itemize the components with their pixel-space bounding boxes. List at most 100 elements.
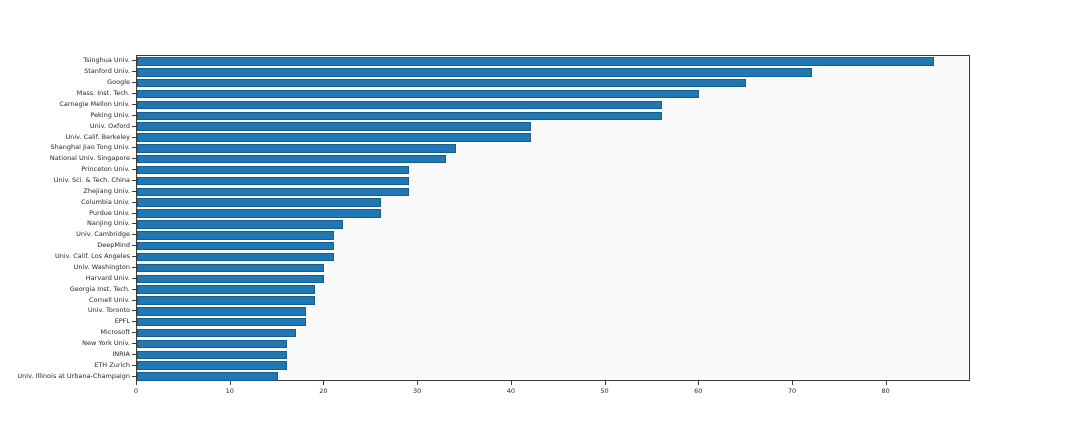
- y-axis-label: Princeton Univ.: [81, 165, 130, 174]
- y-axis-label: Univ. Cambridge: [76, 230, 130, 239]
- y-tick-mark: [132, 158, 136, 160]
- y-axis-label: Microsoft: [100, 328, 130, 337]
- y-tick-mark: [132, 245, 136, 247]
- y-tick-mark: [132, 114, 136, 116]
- bar: [137, 372, 278, 381]
- bar: [137, 274, 325, 283]
- y-axis-label: DeepMind: [97, 241, 130, 250]
- y-tick-mark: [132, 71, 136, 73]
- bar: [137, 89, 700, 99]
- x-tick-mark: [885, 381, 887, 385]
- y-tick-mark: [132, 212, 136, 214]
- y-axis-label: Georgia Inst. Tech.: [69, 284, 130, 293]
- y-axis-label: Shanghai Jiao Tong Univ.: [50, 143, 130, 152]
- bar: [137, 328, 297, 338]
- bar: [137, 339, 287, 349]
- bar: [137, 154, 447, 164]
- x-tick-label: 70: [787, 387, 797, 395]
- x-tick-label: 0: [133, 387, 139, 395]
- y-tick-mark: [132, 190, 136, 192]
- bar: [137, 176, 409, 186]
- x-tick-mark: [136, 381, 137, 385]
- y-tick-mark: [132, 223, 136, 225]
- x-tick-label: 20: [319, 387, 328, 395]
- bar: [137, 187, 409, 197]
- y-axis-label: Univ. Calif. Berkeley: [65, 132, 130, 141]
- y-tick-mark: [132, 310, 136, 312]
- y-tick-mark: [132, 103, 136, 105]
- y-axis-label: Univ. Illinois at Urbana-Champaign: [17, 371, 130, 380]
- y-axis-label: Harvard Univ.: [85, 273, 130, 282]
- bar: [137, 220, 344, 229]
- y-axis-label: Univ. Sci. & Tech. China: [53, 175, 130, 184]
- y-axis-label: Google: [107, 78, 130, 87]
- y-axis-label: New York Univ.: [82, 338, 130, 347]
- x-tick-label: 30: [412, 387, 422, 395]
- y-tick-mark: [132, 125, 136, 127]
- x-tick-label: 40: [506, 387, 515, 395]
- bar: [137, 68, 812, 77]
- y-axis-label: Univ. Calif. Los Angeles: [54, 252, 130, 261]
- bar: [137, 241, 334, 251]
- y-axis-label: Nanjing Univ.: [87, 219, 130, 228]
- y-tick-mark: [132, 136, 136, 138]
- bar: [137, 111, 662, 120]
- y-axis-label: Stanford Univ.: [84, 67, 130, 76]
- bar: [137, 209, 381, 218]
- bar: [137, 307, 306, 316]
- y-tick-mark: [132, 375, 136, 377]
- y-axis-label: Zhejiang Univ.: [83, 186, 130, 195]
- bar: [137, 78, 747, 88]
- x-tick-mark: [323, 381, 325, 385]
- y-axis-label: Univ. Toronto: [87, 306, 130, 315]
- bar: [137, 350, 287, 360]
- y-axis-label: Cornell Univ.: [89, 295, 130, 304]
- x-tick-mark: [698, 381, 700, 385]
- x-tick-label: 10: [225, 387, 234, 395]
- y-tick-mark: [132, 179, 136, 181]
- bar: [137, 263, 325, 273]
- y-axis-label: Peking Univ.: [90, 110, 130, 119]
- y-tick-mark: [132, 342, 136, 344]
- y-axis-label: Carnegie Mellon Univ.: [59, 99, 130, 108]
- y-tick-mark: [132, 201, 136, 203]
- y-tick-mark: [132, 299, 136, 301]
- y-axis-label: EPFL: [114, 317, 130, 326]
- y-tick-mark: [132, 277, 136, 279]
- x-tick-mark: [417, 381, 419, 385]
- y-tick-mark: [132, 169, 136, 171]
- bar: [137, 165, 409, 175]
- y-axis-label: Purdue Univ.: [89, 208, 130, 217]
- y-tick-mark: [132, 353, 136, 355]
- y-axis-label: Univ. Oxford: [89, 121, 130, 130]
- x-tick-label: 80: [881, 387, 890, 395]
- y-tick-mark: [132, 93, 136, 95]
- bar: [137, 285, 316, 294]
- y-tick-mark: [132, 256, 136, 258]
- y-axis-label: INRIA: [112, 349, 130, 358]
- y-tick-mark: [132, 234, 136, 236]
- y-tick-mark: [132, 147, 136, 149]
- bar: [137, 317, 306, 327]
- x-tick-label: 50: [600, 387, 609, 395]
- y-tick-mark: [132, 266, 136, 268]
- x-tick-mark: [791, 381, 793, 385]
- y-tick-mark: [132, 288, 136, 290]
- y-tick-mark: [132, 60, 136, 62]
- bar: [137, 361, 287, 370]
- y-axis-label: Mass. Inst. Tech.: [76, 89, 130, 98]
- x-tick-mark: [604, 381, 606, 385]
- y-axis-label: National Univ. Singapore: [49, 154, 130, 163]
- x-tick-label: 60: [694, 387, 703, 395]
- x-tick-mark: [510, 381, 512, 385]
- bar: [137, 144, 456, 153]
- bar: [137, 122, 531, 131]
- bar: [137, 198, 381, 207]
- y-tick-mark: [132, 364, 136, 366]
- y-axis-label: Tsinghua Univ.: [83, 56, 130, 65]
- bar: [137, 57, 934, 66]
- y-tick-mark: [132, 82, 136, 84]
- y-axis-label: Columbia Univ.: [81, 197, 130, 206]
- bar: [137, 231, 334, 240]
